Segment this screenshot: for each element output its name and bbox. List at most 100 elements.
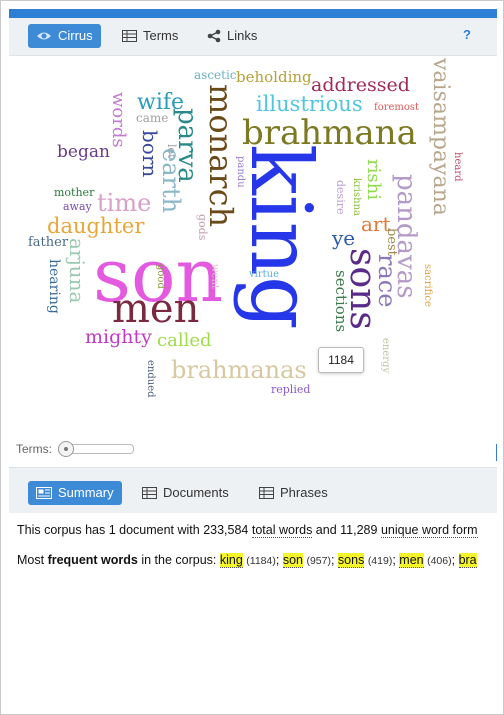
term-count: (406) — [427, 555, 452, 567]
cloud-word[interactable]: pandu — [235, 156, 246, 188]
terms-control: Terms: — [16, 441, 134, 457]
newspaper-icon — [36, 487, 52, 499]
tab-summary-label: Summary — [58, 485, 114, 500]
cloud-word[interactable]: father — [28, 235, 69, 250]
cloud-word[interactable]: came — [136, 111, 169, 125]
cloud-word[interactable]: went — [209, 264, 220, 289]
frequent-term[interactable]: bra — [458, 553, 477, 568]
tab-documents[interactable]: Documents — [134, 481, 237, 505]
frequent-words-heading: frequent words — [47, 553, 138, 567]
summary-text: in the corpus: — [137, 553, 220, 567]
cloud-word[interactable]: words — [108, 92, 129, 148]
cloud-word[interactable]: brahmanas — [171, 356, 307, 384]
summary-text: and — [312, 523, 341, 537]
terms-label: Terms: — [16, 442, 52, 456]
cloud-word[interactable]: art — [361, 212, 391, 236]
help-button[interactable]: ? — [463, 27, 471, 42]
cloud-word[interactable]: called — [157, 330, 212, 351]
frequent-term[interactable]: men — [399, 553, 424, 568]
frequent-words-line: Most frequent words in the corpus: king … — [17, 553, 477, 568]
cloud-word[interactable]: best — [384, 228, 399, 256]
word-cloud: king son men sons brahmana monarch vaisa… — [9, 56, 497, 461]
term-count: (1184) — [246, 555, 276, 567]
frequent-term[interactable]: sons — [337, 553, 365, 568]
term-count: (419) — [367, 555, 393, 567]
cloud-word[interactable]: time — [97, 189, 152, 217]
cloud-word[interactable]: virtue — [249, 269, 280, 280]
frequent-term[interactable]: son — [282, 553, 303, 568]
terms-slider[interactable] — [58, 441, 134, 457]
summary-text: This corpus has 1 document with — [17, 523, 204, 537]
tab-documents-label: Documents — [163, 485, 229, 500]
tool-tab-bar: Cirrus Terms Links ? — [9, 18, 497, 56]
cloud-word[interactable]: replied — [271, 383, 311, 396]
cloud-word[interactable]: born — [138, 130, 162, 178]
cloud-word[interactable]: monarch — [202, 84, 240, 228]
cloud-word[interactable]: brahmana — [242, 113, 417, 153]
term-count: (957) — [306, 555, 331, 567]
cloud-word[interactable]: hearing — [46, 259, 62, 314]
cloud-word[interactable]: let — [165, 144, 178, 159]
cloud-word[interactable]: krishna — [351, 178, 362, 217]
cloud-word[interactable]: ye — [332, 226, 356, 250]
tab-links-label: Links — [227, 28, 258, 43]
tab-cirrus-label: Cirrus — [58, 28, 93, 43]
total-words-link[interactable]: total words — [251, 523, 313, 538]
cloud-word[interactable]: illustrious — [256, 92, 363, 116]
table-icon — [142, 487, 157, 499]
unique-words-link[interactable]: unique word form — [380, 523, 478, 538]
cloud-word[interactable]: parva — [172, 108, 202, 183]
cloud-word[interactable]: sections — [332, 270, 350, 333]
cloud-word[interactable]: vaisampayana — [428, 58, 453, 216]
cloud-word[interactable]: mother — [54, 186, 95, 199]
scrollbar[interactable] — [496, 444, 497, 461]
cloud-word[interactable]: ascetic — [194, 68, 237, 82]
cloud-word[interactable]: wife — [137, 90, 185, 115]
term-tooltip: 1184 — [318, 347, 364, 373]
share-nodes-icon — [207, 29, 221, 43]
table-icon — [259, 487, 274, 499]
cloud-word[interactable]: sacrifice — [422, 264, 433, 307]
slider-handle[interactable] — [58, 441, 74, 457]
panel-tab-bar: Summary Documents Phrases — [9, 467, 497, 513]
cloud-word[interactable]: sons — [342, 248, 383, 330]
tab-terms[interactable]: Terms — [114, 24, 186, 48]
corpus-size-line: This corpus has 1 document with 233,584 … — [17, 523, 478, 538]
cloud-word[interactable]: earth — [157, 148, 185, 214]
tab-terms-label: Terms — [143, 28, 179, 43]
cloud-word[interactable]: son — [93, 233, 224, 319]
cloud-word[interactable]: away — [63, 200, 92, 213]
cloud-word[interactable]: addressed — [311, 74, 410, 96]
tab-phrases[interactable]: Phrases — [251, 481, 336, 505]
cloud-word[interactable]: energy — [380, 338, 391, 374]
eye-icon — [36, 30, 52, 42]
tab-cirrus[interactable]: Cirrus — [28, 24, 101, 48]
cloud-word[interactable]: king — [232, 144, 330, 330]
summary-text: Most — [17, 553, 48, 567]
cloud-word[interactable]: began — [57, 142, 110, 162]
total-words-value: 233,584 — [203, 523, 249, 537]
table-icon — [122, 30, 137, 42]
cloud-word[interactable]: pandavas — [391, 174, 421, 299]
cloud-word[interactable]: arjuna — [65, 238, 89, 304]
header-bar — [9, 9, 497, 18]
cloud-word[interactable]: foremost — [374, 102, 420, 113]
summary-panel: This corpus has 1 document with 233,584 … — [9, 513, 497, 708]
cloud-word[interactable]: heard — [452, 152, 463, 182]
cloud-word[interactable]: desire — [334, 180, 347, 215]
cloud-word[interactable]: daughter — [47, 214, 145, 238]
tab-phrases-label: Phrases — [280, 485, 328, 500]
unique-words-value: 11,289 — [340, 523, 378, 537]
cloud-word[interactable]: endued — [145, 360, 156, 398]
cloud-word[interactable]: mighty — [85, 326, 152, 348]
frequent-term[interactable]: king — [219, 553, 243, 568]
cloud-word[interactable]: rishi — [363, 159, 384, 200]
tab-summary[interactable]: Summary — [28, 481, 122, 505]
cloud-word[interactable]: men — [112, 286, 200, 332]
cloud-word[interactable]: race — [373, 254, 401, 308]
cloud-word[interactable]: good — [155, 264, 166, 289]
cloud-word[interactable]: beholding — [236, 68, 312, 86]
cloud-word[interactable]: gods — [196, 214, 209, 241]
tab-links[interactable]: Links — [199, 24, 265, 48]
